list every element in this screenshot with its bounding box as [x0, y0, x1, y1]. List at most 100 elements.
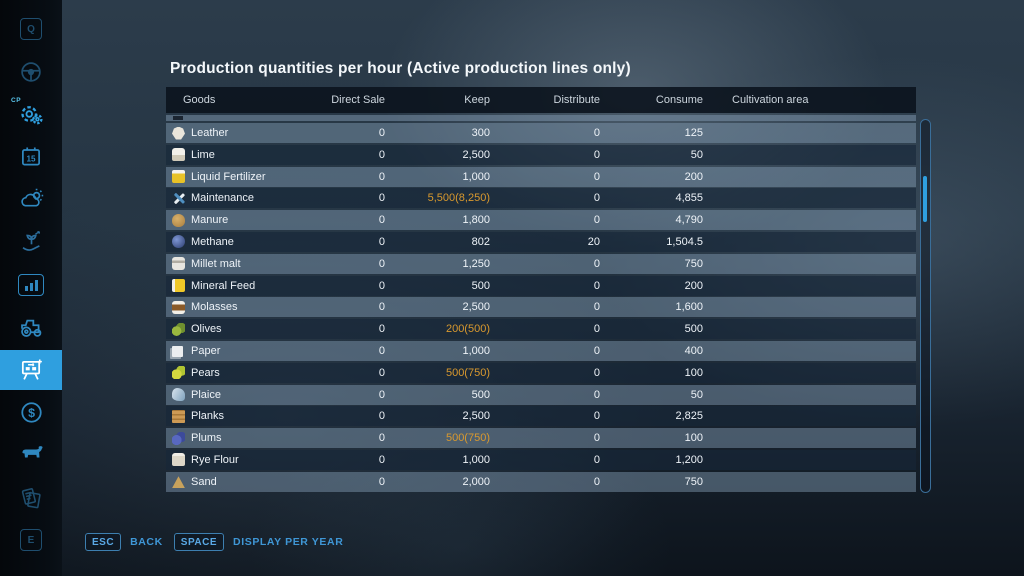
- sidebar-item-weather[interactable]: [0, 179, 62, 219]
- scrollbar-thumb[interactable]: [923, 176, 927, 222]
- table-row[interactable]: Plums 0 500(750) 0 100: [166, 428, 916, 449]
- weather-icon: [20, 188, 43, 207]
- table-row[interactable]: Planks 0 2,500 0 2,825: [166, 406, 916, 427]
- direct-sale-value: 0: [378, 475, 385, 488]
- table-row[interactable]: Manure 0 1,800 0 4,790: [166, 210, 916, 231]
- footer-hints: ESC BACK SPACE DISPLAY PER YEAR: [85, 533, 343, 551]
- goods-name: Plaice: [191, 388, 221, 401]
- sand-icon: [172, 476, 185, 489]
- table-header-row: Goods Direct Sale Keep Distribute Consum…: [166, 87, 916, 113]
- goods-name: Sand: [191, 475, 217, 488]
- consume-value: 2,825: [675, 410, 703, 423]
- goods-name: Maintenance: [191, 192, 254, 205]
- sidebar-item-finances[interactable]: $: [0, 392, 62, 432]
- goods-name: Lime: [191, 148, 215, 161]
- sidebar-item-courseplay[interactable]: CP: [0, 94, 62, 134]
- sidebar-item-crop-growth[interactable]: [0, 222, 62, 262]
- consume-value: 500: [684, 323, 703, 336]
- keep-value: 2,500: [462, 301, 490, 314]
- sidebar-item-e-key[interactable]: E: [0, 520, 62, 560]
- table-scrollbar[interactable]: [920, 119, 931, 493]
- lime-icon: [172, 148, 185, 162]
- leather-icon: [172, 126, 185, 140]
- table-row[interactable]: Mineral Feed 0 500 0 200: [166, 275, 916, 296]
- cow-icon: [21, 446, 42, 458]
- keep-value: 2,500: [462, 148, 490, 161]
- sidebar-item-vehicle[interactable]: [0, 52, 62, 92]
- table-row[interactable]: Olives 0 200(500) 0 500: [166, 319, 916, 340]
- direct-sale-value: 0: [378, 301, 385, 314]
- goods-cell: Planks: [166, 409, 286, 423]
- cp-label: CP: [11, 97, 22, 105]
- distribute-value: 20: [587, 235, 600, 248]
- goods-cell: Manure: [166, 213, 286, 227]
- column-header-distribute: Distribute: [553, 94, 600, 106]
- table-row[interactable]: Methane 0 802 20 1,504.5: [166, 231, 916, 252]
- direct-sale-value: 0: [378, 235, 385, 248]
- sidebar-item-production[interactable]: [0, 349, 62, 390]
- sidebar-item-statistics[interactable]: [0, 265, 62, 305]
- maintenance-icon: [172, 192, 185, 205]
- goods-name: Planks: [191, 410, 225, 423]
- table-row[interactable]: Lime 0 2,500 0 50: [166, 144, 916, 165]
- back-hint[interactable]: ESC BACK: [85, 533, 163, 551]
- plaice-icon: [172, 388, 185, 402]
- table-row[interactable]: Paper 0 1,000 0 400: [166, 340, 916, 361]
- sidebar-item-animals[interactable]: [0, 435, 62, 475]
- keep-value: 500: [471, 388, 490, 401]
- goods-cell: Maintenance: [166, 192, 286, 205]
- goods-name: Plums: [191, 432, 222, 445]
- goods-cell: Molasses: [166, 300, 286, 314]
- distribute-value: 0: [593, 279, 600, 292]
- e-key-icon: E: [20, 529, 42, 552]
- gears-icon: [21, 106, 43, 125]
- distribute-value: 0: [593, 453, 600, 466]
- goods-name: Paper: [191, 344, 221, 357]
- table-row[interactable]: Molasses 0 2,500 0 1,600: [166, 297, 916, 318]
- goods-cell: Olives: [166, 322, 286, 336]
- consume-value: 100: [684, 432, 703, 445]
- sidebar-item-calendar[interactable]: 15: [0, 137, 62, 177]
- distribute-value: 0: [593, 432, 600, 445]
- sidebar-item-q-key[interactable]: Q: [0, 9, 62, 49]
- goods-name: Mineral Feed: [191, 279, 256, 292]
- keep-value: 5,500(8,250): [427, 192, 490, 205]
- table-row[interactable]: Pears 0 500(750) 0 100: [166, 362, 916, 383]
- keep-value: 500: [471, 279, 490, 292]
- table-row[interactable]: Maintenance 0 5,500(8,250) 0 4,855: [166, 188, 916, 209]
- consume-value: 4,855: [675, 192, 703, 205]
- goods-name: Methane: [191, 235, 234, 248]
- direct-sale-value: 0: [378, 410, 385, 423]
- goods-name: Pears: [191, 366, 220, 379]
- table-row[interactable]: Plaice 0 500 0 50: [166, 384, 916, 405]
- sidebar: Q CP 15: [0, 0, 62, 576]
- table-row[interactable]: Rye Flour 0 1,000 0 1,200: [166, 449, 916, 470]
- consume-value: 4,790: [675, 214, 703, 227]
- table-row[interactable]: Liquid Fertilizer 0 1,000 0 200: [166, 166, 916, 187]
- table-row[interactable]: Sand 0 2,000 0 750: [166, 471, 916, 492]
- column-header-consume: Consume: [655, 94, 703, 106]
- keep-value: 1,250: [462, 257, 490, 270]
- distribute-value: 0: [593, 366, 600, 379]
- space-key-badge: SPACE: [173, 533, 225, 551]
- planks-icon: [172, 409, 185, 423]
- sidebar-item-vehicles-overview[interactable]: [0, 307, 62, 347]
- direct-sale-value: 0: [378, 366, 385, 379]
- table-row[interactable]: Millet malt 0 1,250 0 750: [166, 253, 916, 274]
- direct-sale-value: 0: [378, 432, 385, 445]
- distribute-value: 0: [593, 323, 600, 336]
- keep-value: 500(750): [445, 366, 490, 379]
- goods-cell: Pears: [166, 366, 286, 380]
- bar-chart-icon: [18, 273, 44, 296]
- consume-value: 200: [684, 170, 703, 183]
- display-per-year-hint[interactable]: SPACE DISPLAY PER YEAR: [173, 533, 344, 551]
- table-row[interactable]: Leather 0 300 0 125: [166, 123, 916, 143]
- direct-sale-value: 0: [378, 148, 385, 161]
- sidebar-item-contracts[interactable]: [0, 478, 62, 518]
- olives-icon: [172, 322, 185, 336]
- q-key-label: Q: [27, 23, 35, 35]
- goods-cell: Methane: [166, 235, 286, 249]
- distribute-value: 0: [593, 388, 600, 401]
- plums-icon: [172, 431, 185, 445]
- column-header-direct-sale: Direct Sale: [331, 94, 385, 106]
